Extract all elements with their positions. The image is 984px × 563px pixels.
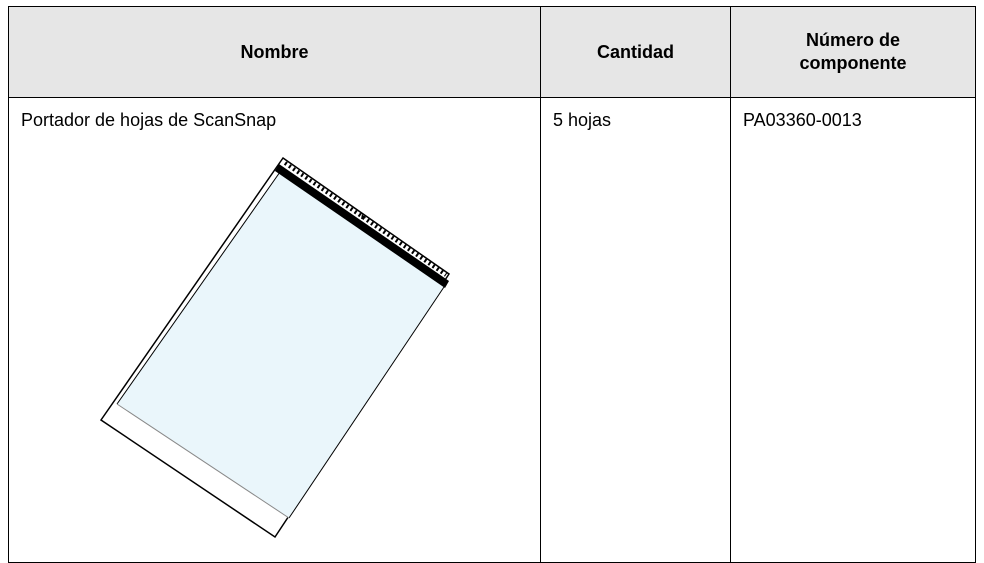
cell: Portador de hojas de ScanSnap [8, 97, 541, 563]
header-cell: Nombre [8, 6, 541, 98]
parts-table: Nombre Cantidad Número de componente Por… [8, 6, 976, 563]
header-row: Nombre Cantidad Número de componente [8, 6, 976, 98]
body-row: Portador de hojas de ScanSnap 5 hojas PA… [8, 97, 976, 563]
header-cell: Cantidad [540, 6, 731, 98]
cell: 5 hojas [540, 97, 731, 563]
header-cell: Número de componente [730, 6, 976, 98]
cell: PA03360-0013 [730, 97, 976, 563]
header-text: Número de componente [799, 30, 907, 73]
